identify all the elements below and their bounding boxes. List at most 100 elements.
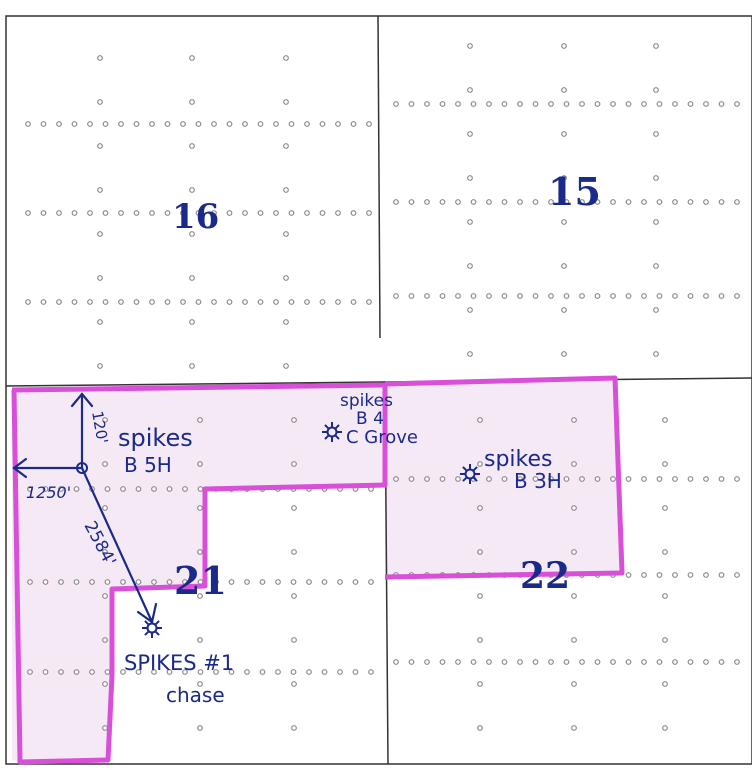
grid-dot [734,476,740,482]
grid-dot [197,549,203,555]
grid-dot [97,275,103,281]
grid-dot [393,101,399,107]
grid-dot [393,199,399,205]
grid-dot [133,299,140,305]
grid-dot [532,101,539,107]
grid-dot [97,99,103,105]
lease-outline-east [384,375,625,580]
grid-dot [641,293,647,299]
grid-dot [610,199,616,205]
grid-dot [610,476,616,482]
grid-dot [486,476,492,482]
grid-dot [571,505,577,511]
grid-dot [703,199,709,205]
grid-dot [718,199,725,205]
grid-dot [102,121,109,127]
grid-dot [703,476,709,482]
grid-dot [662,549,668,555]
grid-dot [97,187,103,193]
grid-dot [641,476,647,482]
grid-dot [273,210,279,216]
grid-dot [571,593,577,599]
grid-dot [180,121,186,127]
grid-dot [226,121,233,127]
grid-dot [470,199,477,205]
grid-dot [563,659,570,665]
map-border [5,15,752,765]
grid-dot [532,293,539,299]
grid-dot [563,199,570,205]
dimension-arrows [12,392,158,624]
grid-dot [424,199,430,205]
grid-dot [662,417,668,423]
grid-dot [291,505,297,511]
grid-dot [149,299,155,305]
grid-dot [366,121,372,127]
grid-dot [42,486,49,492]
grid-dot [189,363,195,369]
grid-dot [283,143,289,149]
grid-dot [439,293,446,299]
grid-dot [532,476,539,482]
well-b3h-number: B 3H [514,469,562,493]
grid-dot [594,199,601,205]
grid-dot [532,199,539,205]
grid-dot [625,199,632,205]
grid-dot [120,579,126,585]
north-arrowhead [70,392,94,408]
grid-dot [189,99,195,105]
grid-dot [703,293,709,299]
grid-dot [257,121,264,127]
grid-dot [73,669,80,675]
grid-dot [118,299,124,305]
grid-dot [653,263,659,269]
grid-dot [228,579,235,585]
grid-dot [102,681,108,687]
grid-dot [477,505,483,511]
grid-dot [291,549,297,555]
grid-dot [563,101,570,107]
grid-dot [718,101,725,107]
grid-dot [102,637,108,643]
grid-dot [87,299,93,305]
grid-dot [97,231,103,237]
grid-dot [517,199,523,205]
grid-dot [25,299,31,305]
grid-dot [501,199,508,205]
grid-dot [610,293,616,299]
grid-dot [197,681,203,687]
grid-dot [89,669,95,675]
grid-dot [561,263,567,269]
grid-dot [561,43,567,49]
grid-dot [319,121,326,127]
grid-dot [166,486,173,492]
grid-dot [656,659,663,665]
grid-dot [27,669,33,675]
grid-dot [97,363,103,369]
grid-dot [58,579,64,585]
grid-dot [304,210,310,216]
grid-dot [104,579,111,585]
grid-dot [653,351,659,357]
grid-dot [561,307,567,313]
grid-dot [166,579,173,585]
grid-dot [104,669,111,675]
grid-dot [625,572,632,578]
grid-dot [561,175,567,181]
grid-dot [734,293,740,299]
grid-dot [703,659,709,665]
grid-dot [687,101,694,107]
grid-dot [56,121,62,127]
grid-dot [283,363,289,369]
grid-dot [283,187,289,193]
grid-dot [477,417,483,423]
grid-dot [337,579,343,585]
grid-dot [275,579,281,585]
grid-dot [288,299,295,305]
grid-dot [73,579,80,585]
grid-dot [625,293,632,299]
grid-dot [477,637,483,643]
grid-dot [393,659,399,665]
grid-dot [27,579,33,585]
